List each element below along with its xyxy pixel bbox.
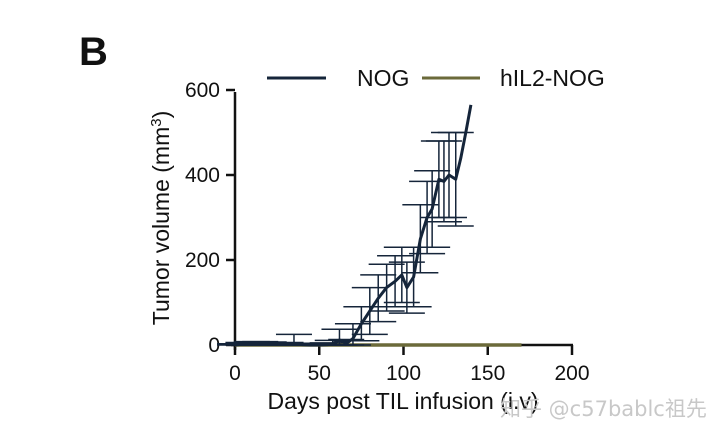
watermark: 知乎 @c57bablc祖先 [500,397,707,421]
x-tick-label: 50 [308,362,331,385]
y-axis-title: Tumor volume (mm3) [148,111,175,326]
y-axis-title-main: Tumor volume (mm [148,127,174,326]
series-layer [217,104,522,347]
y-tick-label: 400 [185,164,220,187]
legend: NOG hIL2-NOG [267,65,605,91]
series-line [234,104,473,347]
y-axis-title-superscript: 3 [148,118,165,126]
y-axis-title-close: ) [148,111,174,119]
y-ticks: 0 200 400 600 [185,79,235,357]
y-tick-label: 200 [185,249,220,272]
x-tick-label: 0 [229,362,241,385]
legend-label-nog: NOG [357,65,409,91]
y-tick-label: 600 [185,79,220,102]
x-tick-label: 100 [386,362,421,385]
legend-label-hil2-nog: hIL2-NOG [500,65,605,91]
series-nog [217,104,474,347]
x-axis-title: Days post TIL infusion (i.v) [268,388,539,414]
x-tick-label: 150 [470,362,505,385]
x-tick-label: 200 [554,362,589,385]
panel-label: B [79,30,108,74]
y-tick-label: 0 [208,334,220,357]
x-ticks: 0 50 100 150 200 [229,345,590,385]
